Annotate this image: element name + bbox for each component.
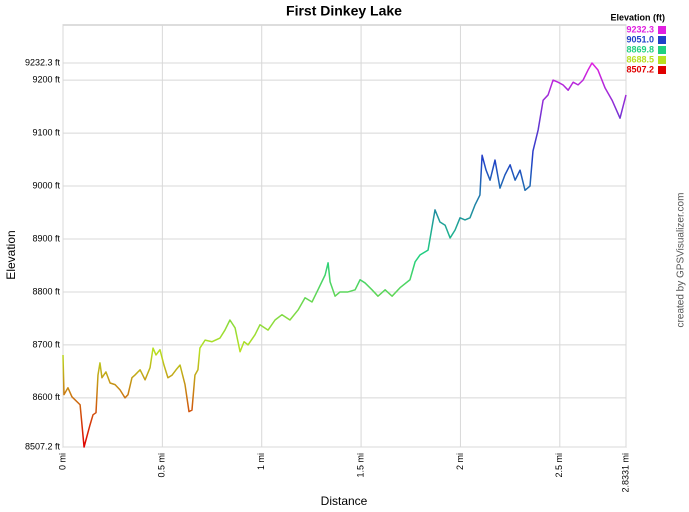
legend-label: 9232.3 bbox=[626, 24, 654, 34]
legend-swatch bbox=[658, 26, 666, 34]
y-tick-label: 8900 ft bbox=[32, 233, 60, 243]
y-tick-label: 8800 ft bbox=[32, 286, 60, 296]
y-tick-label: 9200 ft bbox=[32, 74, 60, 84]
legend-swatch bbox=[658, 56, 666, 64]
x-tick-label: 2.5 mi bbox=[554, 453, 564, 478]
x-tick-label: 1 mi bbox=[256, 453, 266, 470]
legend-label: 8507.2 bbox=[626, 64, 654, 74]
legend-swatch bbox=[658, 36, 666, 44]
y-tick-label: 9100 ft bbox=[32, 127, 60, 137]
x-tick-label: 0 mi bbox=[57, 453, 67, 470]
elevation-line bbox=[62, 62, 627, 448]
x-tick-label: 2 mi bbox=[455, 453, 465, 470]
credit: created by GPSVisualizer.com bbox=[676, 193, 687, 328]
y-tick-label: 9000 ft bbox=[32, 180, 60, 190]
x-tick-label: 1.5 mi bbox=[355, 453, 365, 478]
x-axis-label: Distance bbox=[321, 494, 368, 508]
legend-label: 8688.5 bbox=[626, 54, 654, 64]
x-tick-label: 2.8331 mi bbox=[620, 453, 630, 493]
legend-label: 9051.0 bbox=[626, 34, 654, 44]
legend-swatch bbox=[658, 46, 666, 54]
x-tick-label: 0.5 mi bbox=[157, 453, 167, 478]
y-axis-label: Elevation bbox=[4, 230, 18, 279]
legend-swatch bbox=[658, 66, 666, 74]
legend-title: Elevation (ft) bbox=[610, 12, 665, 22]
y-tick-label: 8507.2 ft bbox=[25, 441, 61, 451]
y-tick-label: 8700 ft bbox=[32, 339, 60, 349]
y-tick-label: 9232.3 ft bbox=[25, 57, 61, 67]
legend-label: 8869.8 bbox=[626, 44, 654, 54]
chart-title: First Dinkey Lake bbox=[286, 3, 402, 19]
y-tick-label: 8600 ft bbox=[32, 392, 60, 402]
